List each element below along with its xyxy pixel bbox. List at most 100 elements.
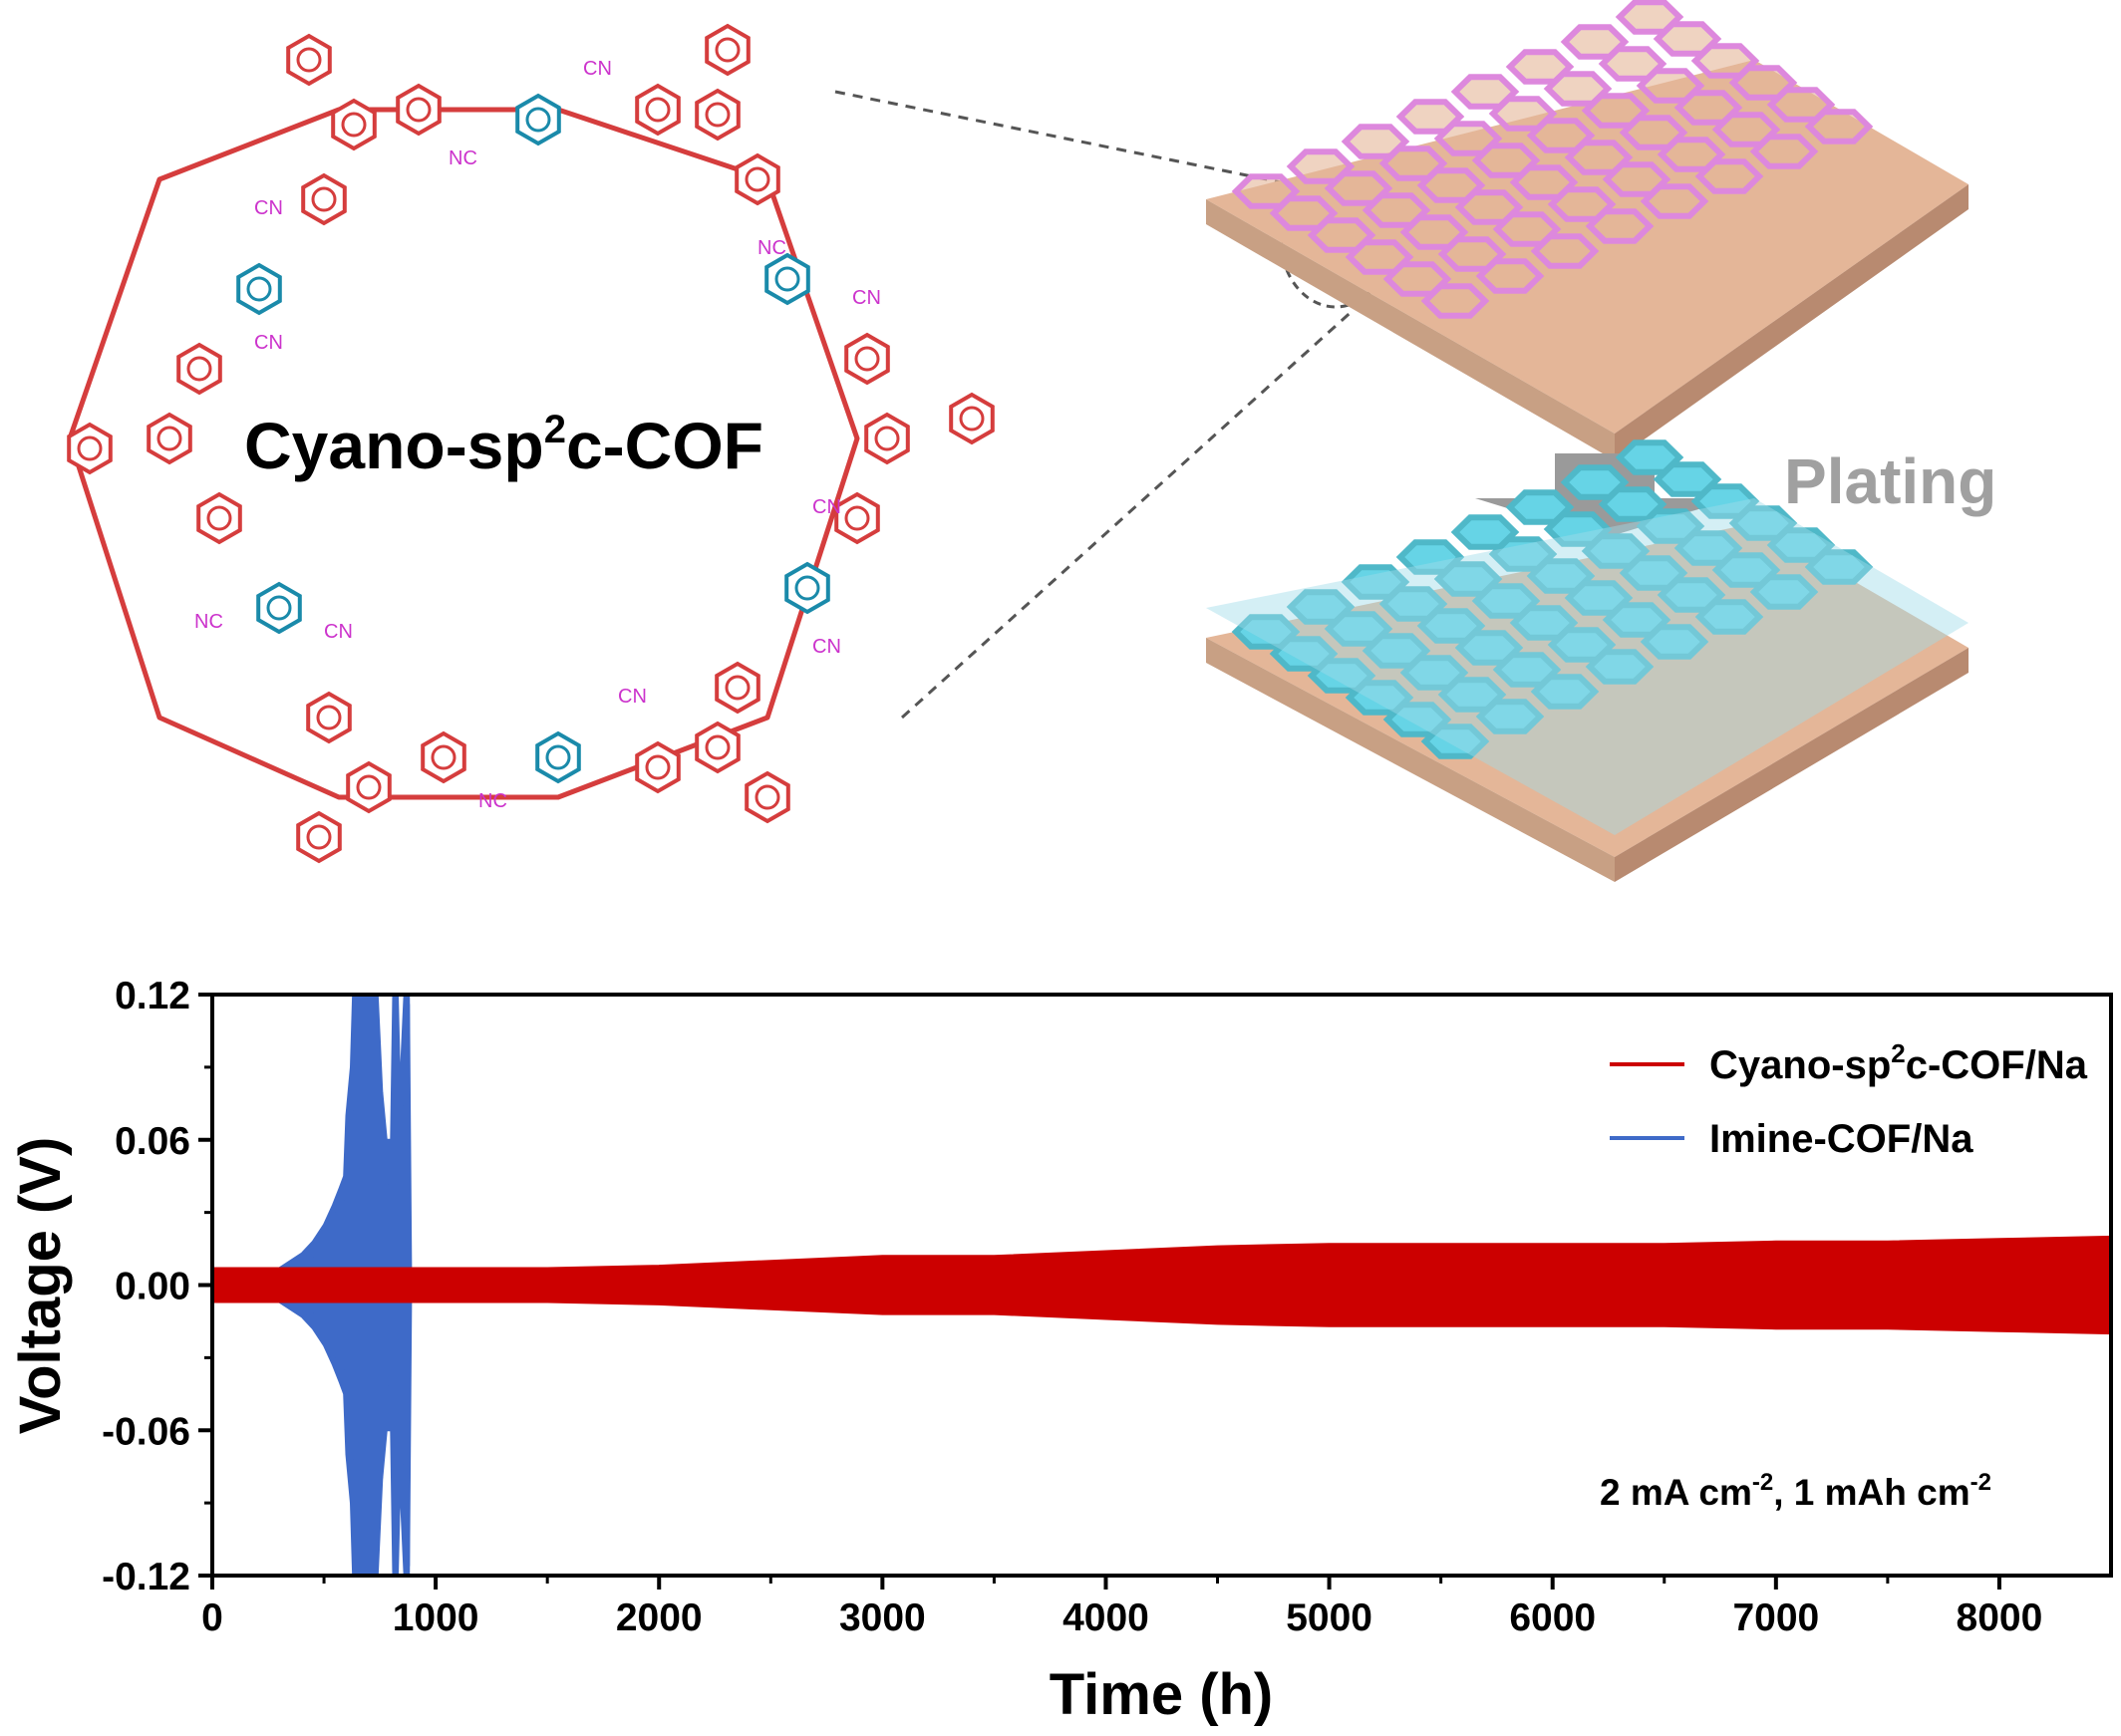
cof-schematic: Cyano-sp2c-COF CNCNCNCNCNCNCNCNNCNCNCNC … (67, 0, 1996, 882)
honeycomb-cell (1530, 233, 1600, 269)
legend-label-cyano: Cyano-sp2c-COF/Na (1709, 1038, 2088, 1087)
benzene-inner (715, 37, 741, 63)
x-tick-label: 5000 (1286, 1596, 1372, 1639)
honeycomb-cell (1475, 699, 1545, 734)
benzene-ring (784, 561, 830, 615)
benzene-ring (306, 691, 352, 744)
benzene-inner (406, 97, 432, 123)
benzene-inner (725, 675, 751, 701)
benzene-ring (396, 83, 442, 137)
benzene-ring (331, 98, 377, 151)
honeycomb-cell (1694, 599, 1764, 635)
benzene-inner (186, 356, 212, 382)
benzene-inner (311, 186, 337, 212)
zoom-line-upper (834, 90, 1317, 191)
cn-group-label: CN (254, 197, 283, 219)
y-tick-label: -0.06 (102, 1410, 190, 1453)
benzene-inner (341, 112, 367, 138)
benzene-ring (346, 760, 392, 814)
benzene-ring (635, 740, 681, 794)
benzene-inner (77, 435, 103, 461)
cn-group-label: CN (583, 58, 612, 80)
nc-group-label: NC (449, 147, 477, 169)
benzene-ring (764, 252, 810, 306)
x-tick-label: 2000 (616, 1596, 703, 1639)
benzene-ring (256, 581, 302, 635)
benzene-inner (774, 266, 800, 292)
benzene-ring (147, 412, 192, 465)
benzene-inner (356, 774, 382, 800)
voltage-time-chart: 0 1000 2000 3000 4000 5000 6000 7000 8000 0.12 0.… (8, 975, 2113, 1727)
benzene-ring (705, 23, 751, 77)
benzene-inner (316, 705, 342, 730)
honeycomb-cell (1749, 574, 1819, 610)
honeycomb-cell (1475, 258, 1545, 294)
benzene-ring (176, 342, 222, 396)
x-tick-label: 8000 (1957, 1596, 2043, 1639)
x-tick-label: 0 (201, 1596, 223, 1639)
benzene-ring (635, 83, 681, 137)
honeycomb-cell (1420, 723, 1490, 759)
benzene-inner (844, 505, 870, 531)
y-tick-label: 0.06 (115, 1120, 190, 1163)
benzene-ring (535, 730, 581, 784)
benzene-inner (794, 575, 820, 601)
benzene-ring (67, 422, 113, 475)
benzene-inner (306, 824, 332, 850)
benzene-inner (745, 166, 770, 192)
benzene-inner (705, 734, 731, 760)
benzene-ring (236, 262, 282, 316)
y-tick-label: 0.12 (115, 975, 190, 1017)
benzene-ring (844, 332, 890, 386)
nc-group-label: NC (758, 237, 786, 259)
honeycomb-cell (1530, 674, 1600, 710)
cn-group-label: CN (618, 686, 647, 708)
benzene-ring (864, 412, 910, 465)
legend-label-imine: Imine-COF/Na (1709, 1117, 1973, 1161)
benzene-inner (645, 97, 671, 123)
honeycomb-cell (1585, 208, 1655, 244)
benzene-inner (156, 426, 182, 451)
test-condition-annotation: 2 mA cm-2, 1 mAh cm-2 (1600, 1469, 1991, 1513)
benzene-inner (854, 346, 880, 372)
x-axis-title: Time (h) (1050, 1662, 1274, 1727)
nc-group-label: NC (478, 790, 507, 812)
legend: Cyano-sp2c-COF/Na Imine-COF/Na (1610, 1038, 2088, 1161)
x-tick-label: 6000 (1509, 1596, 1596, 1639)
benzene-inner (874, 426, 900, 451)
plated-film-slab (1206, 439, 1969, 882)
y-axis-title: Voltage (V) (8, 1137, 73, 1435)
honeycomb-cell (1640, 624, 1709, 660)
honeycomb-cell (1804, 109, 1874, 145)
honeycomb-cell (1640, 183, 1709, 219)
honeycomb-cell (1804, 549, 1874, 585)
cof-title: Cyano-sp2c-COF (244, 408, 763, 482)
benzene-inner (959, 406, 985, 432)
benzene-ring (745, 770, 790, 824)
honeycomb-cell (1749, 134, 1819, 169)
benzene-ring (296, 810, 342, 864)
zoom-line-lower (900, 297, 1367, 720)
x-tick-label: 4000 (1062, 1596, 1149, 1639)
cof-structure-diagram (67, 23, 995, 864)
benzene-inner (266, 595, 292, 621)
benzene-inner (645, 754, 671, 780)
benzene-ring (286, 33, 332, 87)
framework-ring (67, 107, 860, 800)
benzene-ring (949, 392, 995, 445)
benzene-inner (296, 47, 322, 73)
y-tick-label: -0.12 (102, 1556, 190, 1598)
benzene-ring (421, 730, 466, 784)
benzene-inner (206, 505, 232, 531)
benzene-inner (545, 744, 571, 770)
cn-group-label: CN (324, 621, 353, 643)
cn-group-label: CN (254, 332, 283, 354)
x-tick-label: 1000 (393, 1596, 479, 1639)
benzene-inner (705, 102, 731, 128)
cn-group-label: CN (812, 636, 841, 658)
benzene-ring (695, 721, 741, 774)
benzene-ring (515, 93, 561, 146)
benzene-ring (834, 491, 880, 545)
benzene-inner (431, 744, 456, 770)
cn-group-label: CN (812, 496, 841, 518)
